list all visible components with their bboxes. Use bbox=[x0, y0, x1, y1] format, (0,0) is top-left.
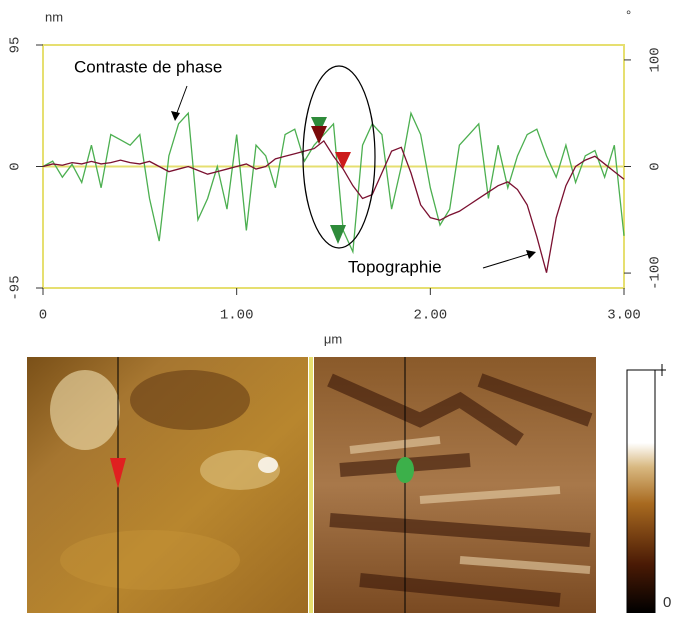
cursor-marker bbox=[335, 152, 351, 169]
topography-image bbox=[27, 357, 308, 613]
x-tick-label: 3.00 bbox=[607, 308, 641, 324]
image-feature bbox=[349, 436, 591, 574]
y-tick-label: 95 bbox=[8, 37, 24, 54]
divider bbox=[309, 357, 313, 613]
highlight-ellipse bbox=[302, 65, 376, 249]
annotations: Contraste de phase Topographie bbox=[74, 57, 536, 276]
y-axis-unit: nm bbox=[45, 9, 63, 24]
cursor-marker bbox=[396, 457, 414, 483]
phase-image bbox=[314, 357, 596, 613]
image-feature bbox=[258, 457, 278, 473]
series-line bbox=[42, 111, 625, 255]
y-tick-label: -95 bbox=[8, 275, 24, 300]
y2-tick-label: 0 bbox=[648, 162, 664, 170]
arrow-head bbox=[171, 111, 180, 121]
x-tick-label: 1.00 bbox=[220, 308, 254, 324]
image-feature bbox=[130, 370, 250, 430]
y2-tick-label: 100 bbox=[648, 47, 664, 72]
y-tick-label: 0 bbox=[8, 162, 24, 170]
arrow bbox=[482, 252, 533, 269]
topo-annotation: Topographie bbox=[348, 257, 442, 276]
colorbar-label: 0 bbox=[663, 594, 671, 611]
x-tick-label: 2.00 bbox=[414, 308, 448, 324]
cursor-marker bbox=[330, 225, 346, 244]
x-axis-unit: μm bbox=[324, 331, 342, 346]
image-feature bbox=[50, 370, 120, 450]
phase-annotation: Contraste de phase bbox=[74, 57, 222, 76]
cursor-marker bbox=[311, 117, 327, 134]
colorbar-gradient bbox=[626, 369, 656, 614]
colorbar: 0 bbox=[626, 364, 671, 614]
y2-axis-unit: ° bbox=[626, 7, 631, 22]
x-tick-label: 0 bbox=[39, 308, 47, 324]
image-feature bbox=[60, 530, 240, 590]
image-feature bbox=[200, 450, 280, 490]
arrow-head bbox=[526, 250, 536, 259]
cursor-marker bbox=[311, 126, 327, 144]
cursor-marker bbox=[110, 458, 126, 488]
y2-tick-label: -100 bbox=[648, 256, 664, 290]
series-line bbox=[42, 139, 625, 273]
